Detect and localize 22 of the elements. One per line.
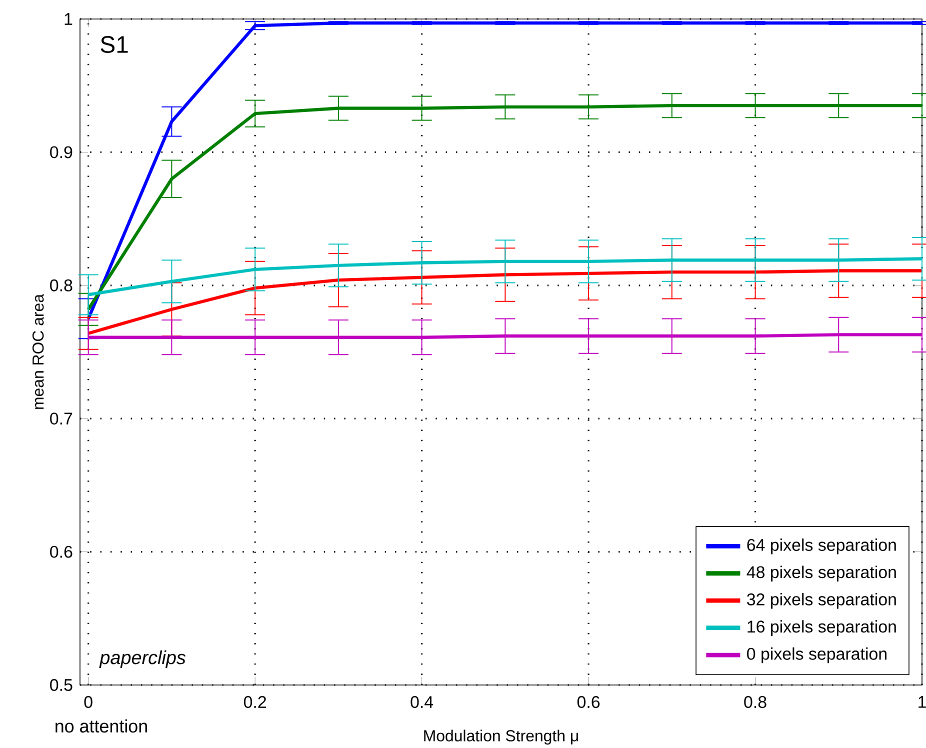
- x-tick-label: 0.8: [744, 696, 766, 708]
- y-tick-label: 0.7: [50, 412, 72, 425]
- annotation: paperclips: [99, 650, 186, 668]
- x-tick-label: 0: [84, 696, 92, 708]
- y-tick-label: 0.9: [50, 146, 72, 158]
- y-tick-label: 0.5: [50, 679, 72, 691]
- legend-label: 32 pixels separation: [747, 592, 896, 609]
- y-tick-label: 0.8: [50, 279, 72, 292]
- legend-label: 64 pixels separation: [747, 538, 896, 554]
- legend-label: 16 pixels separation: [748, 620, 896, 636]
- x-tick-label: 0.2: [244, 696, 266, 708]
- text: no attention: [56, 719, 147, 733]
- x-tick-label: 1: [918, 696, 926, 708]
- x-tick-label: 0.4: [410, 696, 434, 708]
- y-tick-label: 0.6: [50, 546, 72, 558]
- x-tick-label: 0.6: [577, 696, 600, 708]
- legend-label: 0 pixels separation: [747, 647, 886, 664]
- y-tick-label: 1: [64, 13, 72, 25]
- y-axis-title: mean ROC area: [32, 294, 44, 409]
- legend-label: 48 pixels separation: [746, 566, 896, 582]
- x-axis-title: Modulation Strength μ: [424, 730, 578, 745]
- annotation: S1: [100, 36, 128, 53]
